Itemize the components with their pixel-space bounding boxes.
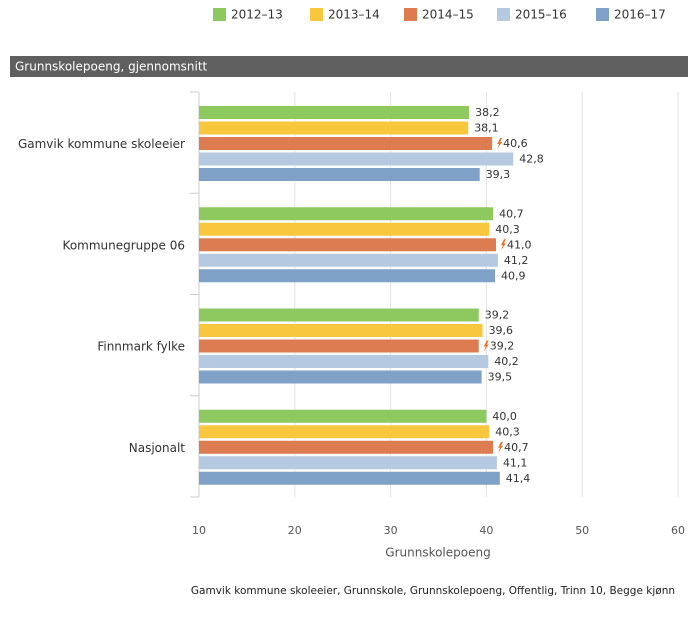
flag-icon	[500, 239, 506, 251]
legend-label: 2014–15	[422, 8, 474, 22]
value-label: 39,6	[489, 324, 514, 337]
x-tick-label: 50	[575, 524, 589, 537]
value-label: 40,7	[504, 441, 528, 454]
value-label: 40,6	[503, 137, 528, 150]
legend-label: 2012–13	[231, 8, 283, 22]
bar	[199, 339, 479, 353]
bar	[199, 370, 482, 384]
legend-label: 2013–14	[328, 8, 380, 22]
value-label: 39,2	[485, 309, 510, 322]
bar	[199, 269, 496, 283]
legend-swatch	[596, 8, 609, 21]
value-label: 40,9	[501, 269, 525, 282]
value-label: 39,3	[486, 168, 511, 181]
bar	[199, 106, 470, 119]
bar	[199, 207, 494, 221]
chart-title: Grunnskolepoeng, gjennomsnitt	[15, 60, 208, 74]
value-label: 39,2	[490, 340, 514, 353]
y-tick-label: Nasjonalt	[129, 441, 186, 455]
value-label: 42,8	[519, 153, 544, 166]
footnote: Gamvik kommune skoleeier, Grunnskole, Gr…	[191, 585, 675, 597]
flag-icon	[497, 138, 503, 149]
x-axis-label: Grunnskolepoeng	[385, 546, 490, 560]
x-tick-label: 10	[192, 524, 206, 537]
legend-label: 2016–17	[614, 8, 666, 22]
y-tick-label: Kommunegruppe 06	[63, 238, 185, 252]
bar	[199, 324, 483, 337]
value-label: 41,4	[506, 472, 531, 485]
bar	[199, 425, 490, 439]
bar	[199, 137, 493, 150]
value-label: 40,2	[494, 355, 519, 368]
bar	[199, 409, 487, 423]
value-label: 40,0	[492, 410, 517, 423]
flag-icon	[498, 441, 504, 453]
value-label: 38,2	[475, 106, 500, 119]
legend-swatch	[310, 8, 323, 21]
legend-label: 2015–16	[515, 8, 567, 22]
bar	[199, 471, 500, 485]
bar	[199, 440, 494, 454]
bar	[199, 152, 514, 166]
y-tick-label: Finnmark fylke	[97, 340, 185, 354]
bar	[199, 121, 469, 135]
value-label: 41,0	[507, 238, 531, 251]
flag-icon	[483, 340, 489, 352]
x-tick-label: 60	[671, 524, 685, 537]
legend-swatch	[404, 8, 417, 21]
value-label: 41,1	[503, 456, 528, 469]
value-label: 40,3	[495, 425, 520, 438]
value-label: 38,1	[474, 122, 499, 135]
x-tick-label: 20	[288, 524, 302, 537]
legend-swatch	[497, 8, 510, 21]
value-label: 40,3	[495, 223, 520, 236]
value-label: 40,7	[499, 207, 523, 220]
value-label: 39,5	[488, 371, 513, 384]
bar	[199, 308, 479, 322]
x-tick-label: 30	[384, 524, 398, 537]
value-label: 41,2	[504, 254, 529, 267]
bar	[199, 222, 490, 236]
header-bar	[10, 56, 688, 77]
bar	[199, 168, 480, 181]
y-tick-label: Gamvik kommune skoleeier	[18, 137, 185, 151]
legend-swatch	[213, 8, 226, 21]
x-tick-label: 40	[479, 524, 493, 537]
bar	[199, 238, 496, 252]
bar	[199, 253, 498, 267]
bar	[199, 355, 489, 368]
bar	[199, 456, 497, 470]
